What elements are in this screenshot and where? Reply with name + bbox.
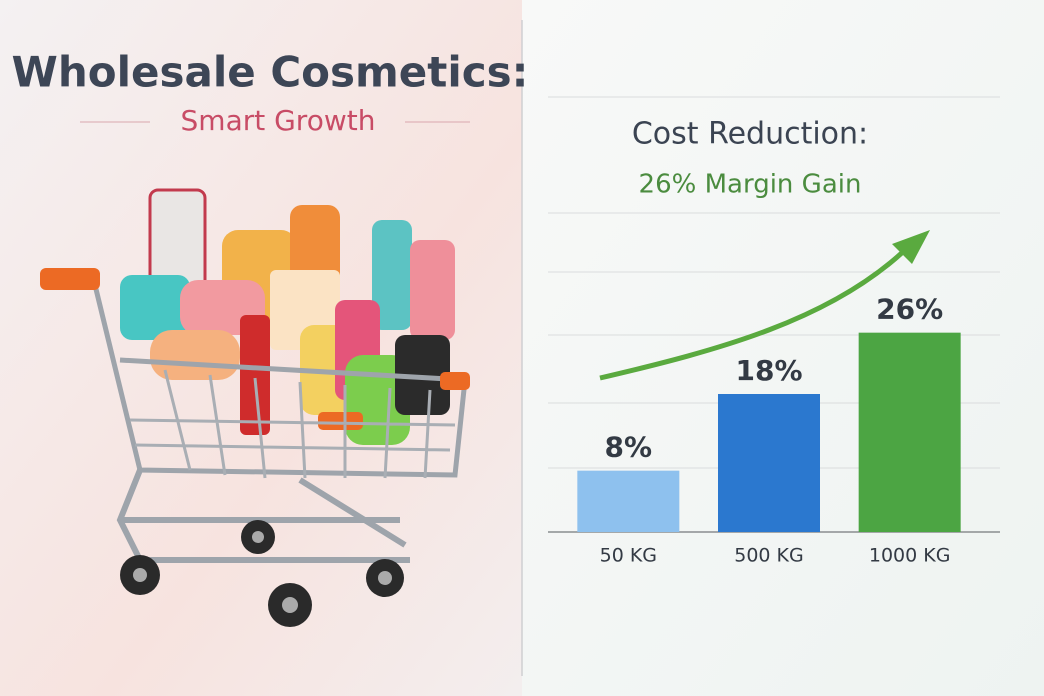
right-background (522, 0, 1044, 696)
value-label: 18% (735, 354, 802, 387)
x-tick-label: 1000 KG (869, 545, 951, 567)
bar (577, 470, 680, 532)
value-label: 26% (876, 293, 943, 326)
cart-illustration (40, 188, 470, 627)
chart-subtitle: 26% Margin Gain (639, 170, 862, 200)
trend-arrow-head (892, 230, 930, 264)
bar (858, 332, 961, 532)
chart-title: Cost Reduction: (632, 117, 868, 152)
x-tick-label: 50 KG (600, 545, 657, 567)
value-label: 8% (605, 431, 653, 464)
x-tick-label: 500 KG (734, 545, 804, 567)
page-subtitle: Smart Growth (181, 104, 376, 137)
trend-arrow (599, 248, 907, 381)
page-title: Wholesale Cosmetics: (12, 48, 529, 97)
bar (718, 394, 820, 532)
